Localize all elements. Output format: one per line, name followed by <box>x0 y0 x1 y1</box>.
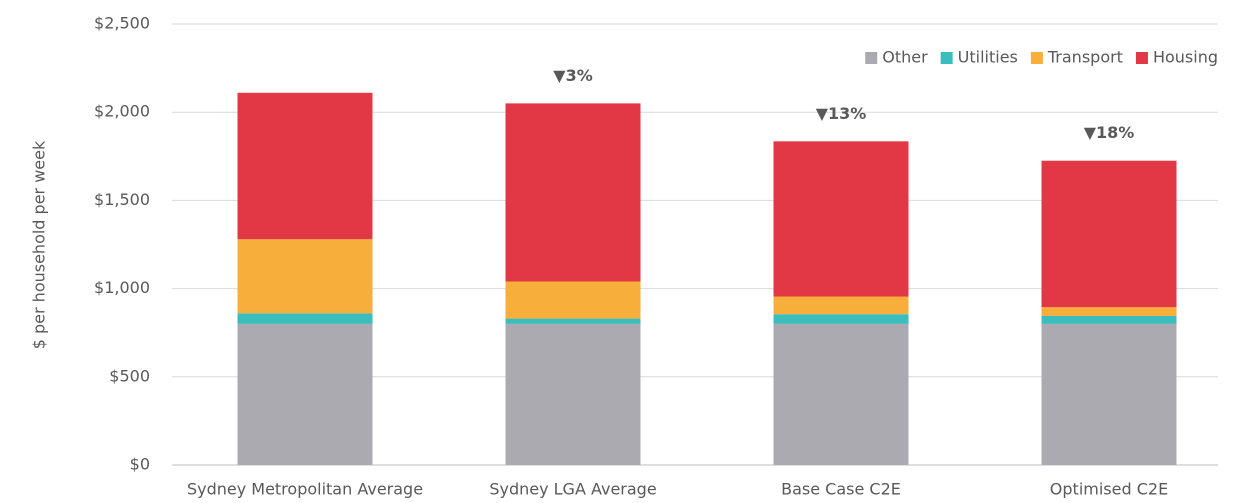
legend-swatch <box>1135 52 1148 64</box>
bar-segment <box>1041 160 1177 308</box>
bar-segment <box>773 314 909 324</box>
y-axis-label: $ per household per week <box>30 140 49 349</box>
legend-label: Housing <box>1153 48 1218 67</box>
y-tick-label: $2,000 <box>94 102 150 121</box>
bar-segment <box>1041 323 1177 465</box>
x-tick-label: Optimised C2E <box>1050 480 1168 499</box>
legend-swatch <box>1030 52 1043 64</box>
bar-segment <box>237 239 373 314</box>
annotation: ▼3% <box>553 66 592 85</box>
bar-segment <box>505 323 641 465</box>
bar-segment <box>773 141 909 297</box>
legend-swatch <box>865 52 878 64</box>
bar-segment <box>237 313 373 324</box>
y-tick-label: $1,000 <box>94 278 150 297</box>
legend-label: Other <box>882 48 928 67</box>
x-tick-label: Sydney LGA Average <box>489 480 656 499</box>
bar-segment <box>505 318 641 324</box>
bar-segment <box>505 103 641 282</box>
legend-swatch <box>940 52 953 64</box>
legend-label: Utilities <box>958 48 1018 67</box>
x-tick-label: Sydney Metropolitan Average <box>187 480 423 499</box>
bar-segment <box>505 281 641 319</box>
x-tick-label: Base Case C2E <box>781 480 901 499</box>
bar-segment <box>773 296 909 315</box>
y-tick-label: $500 <box>109 366 150 385</box>
bar-segment <box>1041 315 1177 324</box>
y-tick-label: $1,500 <box>94 190 150 209</box>
legend: Other Utilities Transport Housing <box>865 48 1218 67</box>
annotation: ▼18% <box>1084 123 1135 142</box>
annotation: ▼13% <box>816 104 867 123</box>
bar-segment <box>773 323 909 465</box>
y-tick-label: $0 <box>130 455 150 474</box>
bar-segment <box>237 92 373 240</box>
legend-label: Transport <box>1047 48 1123 67</box>
bar-segment <box>237 323 373 465</box>
y-tick-label: $2,500 <box>94 14 150 33</box>
bar-segment <box>1041 307 1177 316</box>
